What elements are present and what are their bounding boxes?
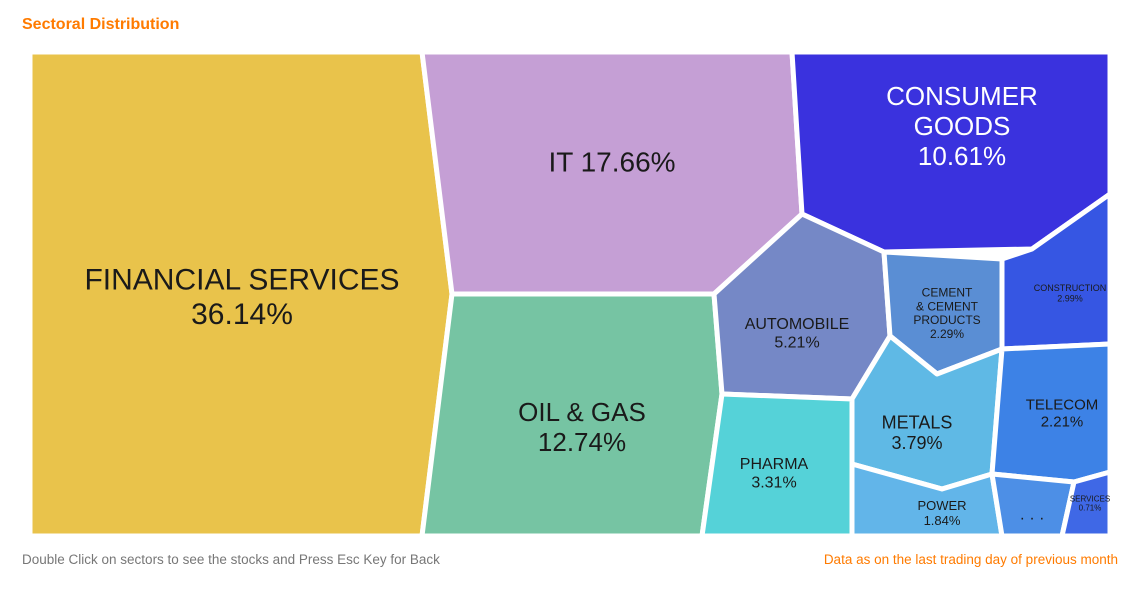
chart-title: Sectoral Distribution xyxy=(22,16,1118,34)
footer-instructions: Double Click on sectors to see the stock… xyxy=(22,552,440,567)
cell-telecom[interactable] xyxy=(992,344,1110,482)
footer-dataasof: Data as on the last trading day of previ… xyxy=(824,552,1118,567)
sectoral-distribution-panel: Sectoral Distribution FINANCIAL SERVICES… xyxy=(0,0,1140,593)
cell-pharma[interactable] xyxy=(702,394,852,536)
cell-oil_gas[interactable] xyxy=(422,294,722,536)
chart-footer: Double Click on sectors to see the stock… xyxy=(22,552,1118,567)
cell-financial_services[interactable] xyxy=(30,52,452,536)
voronoi-treemap[interactable]: FINANCIAL SERVICES36.14%IT 17.66%CONSUME… xyxy=(22,44,1118,544)
chart-svg: FINANCIAL SERVICES36.14%IT 17.66%CONSUME… xyxy=(22,44,1118,544)
cell-consumer_goods[interactable] xyxy=(792,52,1110,252)
cell-it[interactable] xyxy=(422,52,802,294)
